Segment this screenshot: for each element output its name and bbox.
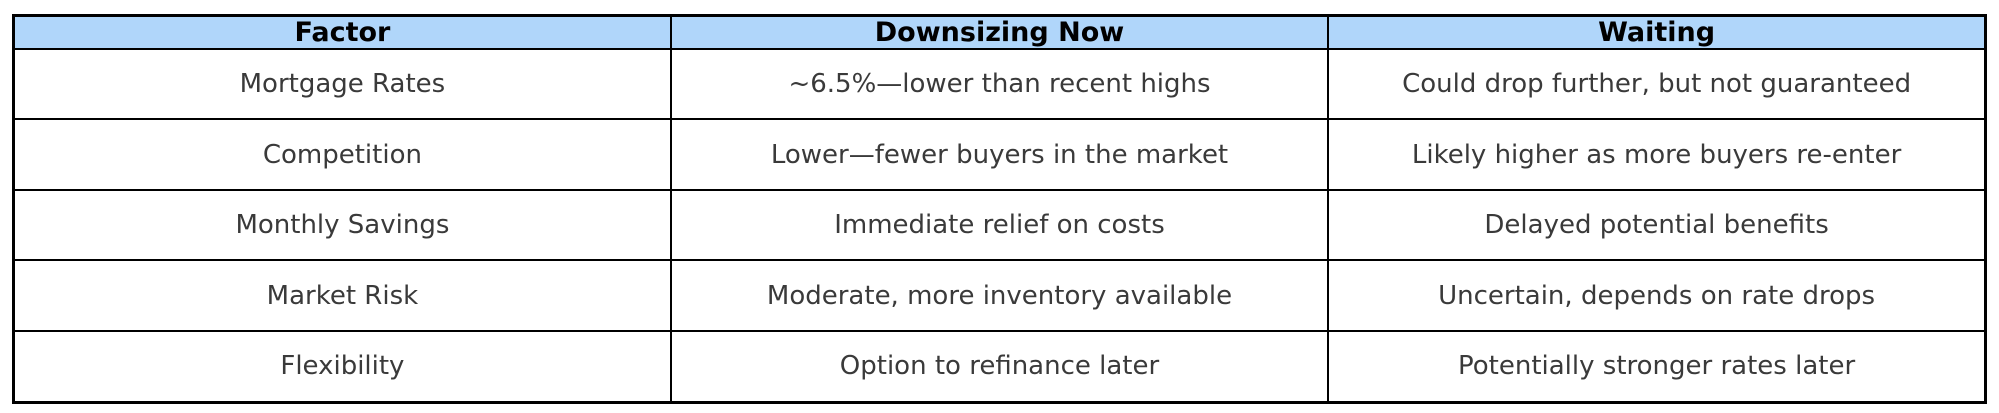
cell-factor: Flexibility bbox=[12, 329, 672, 404]
cell-waiting: Uncertain, depends on rate drops bbox=[1327, 259, 1987, 332]
cell-downsizing-now: Moderate, more inventory available bbox=[669, 259, 1330, 332]
table-row-market-risk: Market Risk Moderate, more inventory ava… bbox=[12, 259, 1987, 332]
header-row: Factor Downsizing Now Waiting bbox=[12, 14, 1987, 50]
column-header-factor: Factor bbox=[12, 14, 672, 50]
cell-downsizing-now: ~6.5%—lower than recent highs bbox=[669, 47, 1330, 121]
cell-downsizing-now: Lower—fewer buyers in the market bbox=[669, 118, 1330, 191]
cell-factor: Competition bbox=[12, 118, 672, 191]
cell-factor: Market Risk bbox=[12, 259, 672, 332]
table-row-flexibility: Flexibility Option to refinance later Po… bbox=[12, 329, 1987, 404]
table-row-monthly-savings: Monthly Savings Immediate relief on cost… bbox=[12, 188, 1987, 262]
column-header-waiting: Waiting bbox=[1327, 14, 1987, 50]
cell-downsizing-now: Option to refinance later bbox=[669, 329, 1330, 404]
table-row-mortgage-rates: Mortgage Rates ~6.5%—lower than recent h… bbox=[12, 47, 1987, 121]
column-header-downsizing-now: Downsizing Now bbox=[669, 14, 1330, 50]
cell-factor: Monthly Savings bbox=[12, 188, 672, 262]
cell-waiting: Delayed potential benefits bbox=[1327, 188, 1987, 262]
table-header: Factor Downsizing Now Waiting bbox=[12, 14, 1987, 50]
cell-waiting: Likely higher as more buyers re-enter bbox=[1327, 118, 1987, 191]
cell-waiting: Potentially stronger rates later bbox=[1327, 329, 1987, 404]
table-row-competition: Competition Lower—fewer buyers in the ma… bbox=[12, 118, 1987, 191]
comparison-table: Factor Downsizing Now Waiting Mortgage R… bbox=[12, 14, 1987, 404]
cell-downsizing-now: Immediate relief on costs bbox=[669, 188, 1330, 262]
table-body: Mortgage Rates ~6.5%—lower than recent h… bbox=[12, 47, 1987, 404]
cell-factor: Mortgage Rates bbox=[12, 47, 672, 121]
cell-waiting: Could drop further, but not guaranteed bbox=[1327, 47, 1987, 121]
comparison-table-container: Factor Downsizing Now Waiting Mortgage R… bbox=[12, 14, 1987, 404]
